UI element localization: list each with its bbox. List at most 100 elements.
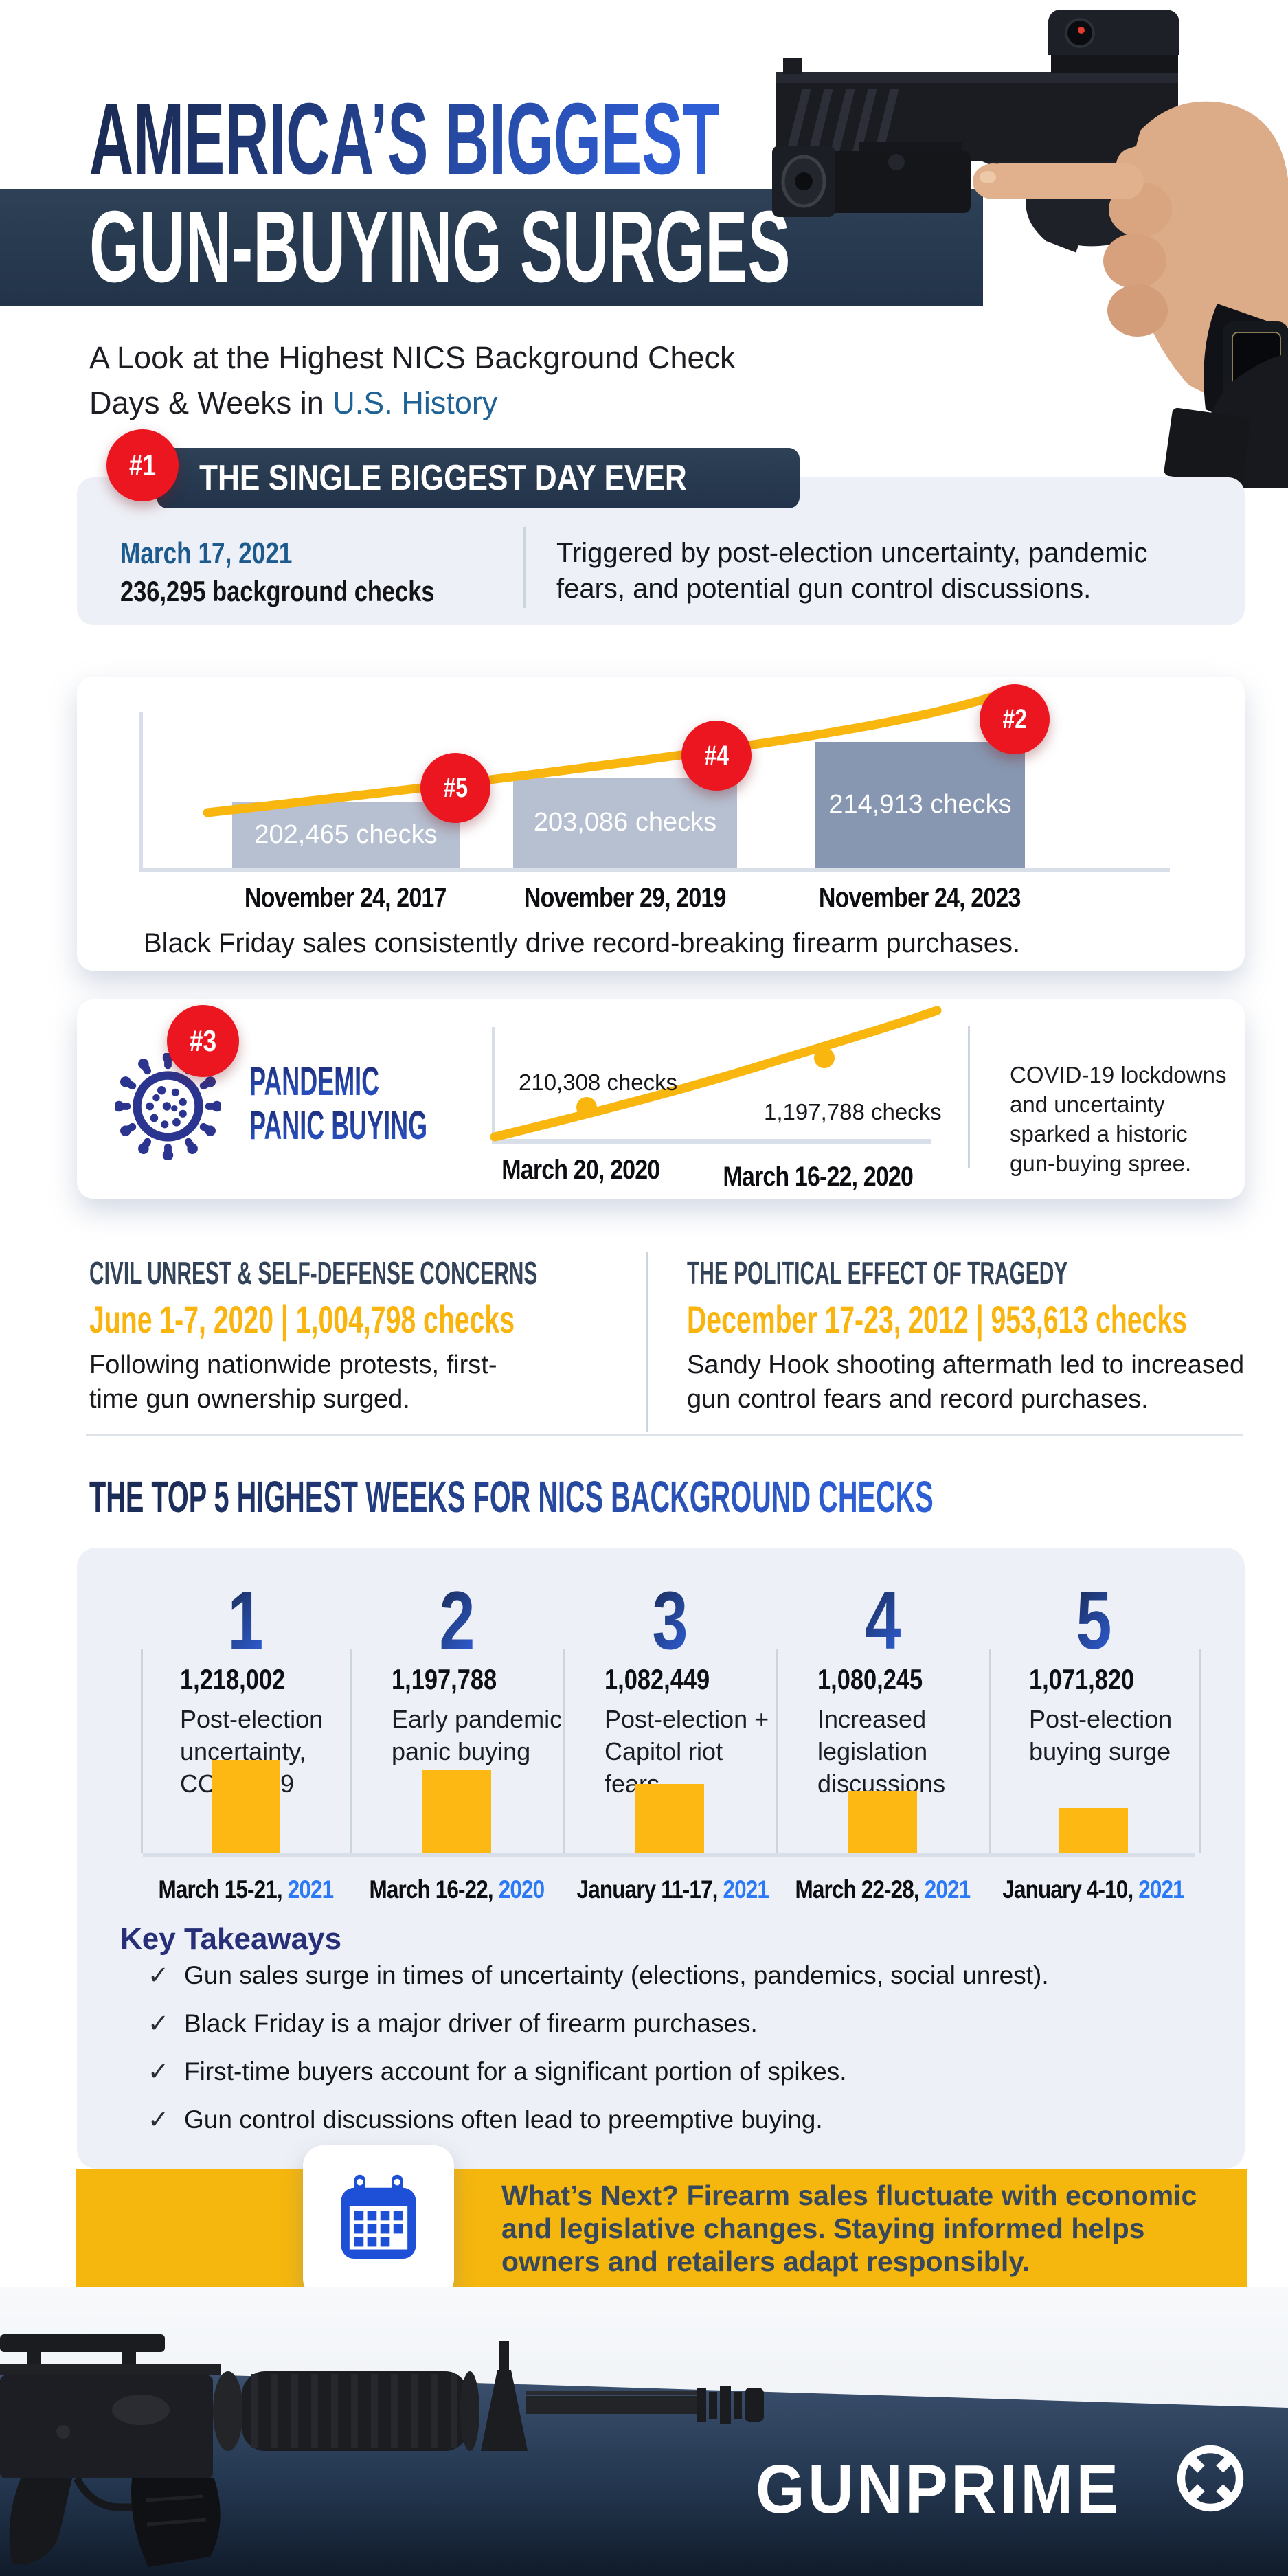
top5-bar-2 bbox=[422, 1770, 491, 1853]
sbd-stat: 236,295 background checks bbox=[120, 575, 435, 607]
pandemic-title-2: PANIC BUYING bbox=[249, 1103, 428, 1148]
bf-date-2019: November 29, 2019 bbox=[524, 883, 726, 913]
bf-trend-line bbox=[203, 692, 995, 817]
tragedy-stat: December 17-23, 2012 | 953,613 checks bbox=[687, 1298, 1187, 1341]
pandemic-point-2-label: 1,197,788 checks bbox=[764, 1099, 942, 1125]
check-icon: ✓ bbox=[148, 2105, 170, 2134]
sbd-header-bar: THE SINGLE BIGGEST DAY EVER bbox=[157, 448, 800, 508]
top5-divider bbox=[776, 1649, 778, 1853]
top5-card: 1 2 3 4 5 1,218,002 Post-election uncert… bbox=[77, 1548, 1245, 2169]
top5-divider bbox=[989, 1649, 991, 1853]
civil-unrest-description: Following nationwide protests, first-tim… bbox=[89, 1351, 497, 1414]
takeaway-item-1: ✓ Gun sales surge in times of uncertainty… bbox=[148, 1961, 1049, 1989]
top5-divider bbox=[1199, 1649, 1201, 1853]
calendar-card bbox=[303, 2145, 454, 2299]
top5-rank-4: 4 bbox=[864, 1574, 901, 1667]
top5-divider bbox=[141, 1649, 143, 1853]
subtitle-line-1: A Look at the Highest NICS Background Ch… bbox=[89, 340, 736, 375]
pistol-photo-illustration bbox=[772, 10, 1288, 488]
bf-y-axis bbox=[139, 712, 143, 868]
calendar-icon bbox=[341, 2174, 416, 2259]
rifle-photo-illustration bbox=[0, 2334, 764, 2567]
top5-bar-5 bbox=[1059, 1808, 1128, 1853]
bf-date-2017: November 24, 2017 bbox=[245, 883, 447, 913]
takeaway-item-2: ✓ Black Friday is a major driver of firea… bbox=[148, 2009, 758, 2037]
bf-bar-2019: 203,086 checks bbox=[513, 778, 737, 868]
rank-badge-5: #5 bbox=[420, 753, 490, 823]
pandemic-point-1-label: 210,308 checks bbox=[519, 1070, 678, 1095]
sbd-description: Triggered by post-election uncertainty, … bbox=[556, 538, 1148, 604]
top5-col-5: 1,071,820 Post-election buying surge bbox=[1029, 1663, 1173, 1765]
whats-next-banner: What’s Next? Firearm sales fluctuate wit… bbox=[76, 2169, 1247, 2287]
title-line-2: GUN-BUYING SURGES bbox=[89, 190, 791, 304]
subtitle-line-2: Days & Weeks in bbox=[89, 385, 333, 420]
sbd-date: March 17, 2021 bbox=[120, 536, 293, 570]
top5-divider bbox=[563, 1649, 565, 1853]
brand-logo: GUNPRIME bbox=[756, 2450, 1153, 2529]
top5-date-1: March 15-21, 2021 bbox=[158, 1875, 335, 1903]
top5-rank-3: 3 bbox=[651, 1574, 688, 1667]
black-friday-card: 202,465 checks 203,086 checks 214,913 ch… bbox=[77, 677, 1245, 971]
civil-unrest-stat: June 1-7, 2020 | 1,004,798 checks bbox=[89, 1298, 515, 1341]
virus-icon bbox=[115, 1053, 221, 1160]
banner-text: What’s Next? Firearm sales fluctuate wit… bbox=[501, 2180, 1197, 2277]
top5-baseline bbox=[143, 1853, 1195, 1857]
sbd-heading: THE SINGLE BIGGEST DAY EVER bbox=[199, 458, 687, 498]
pandemic-description: COVID-19 lockdowns and uncertainty spark… bbox=[1010, 1062, 1227, 1176]
rank-badge-4: #4 bbox=[681, 721, 752, 791]
page-title: AMERICA’S BIGGEST bbox=[89, 88, 1140, 191]
pandemic-title-1: PANDEMIC bbox=[249, 1059, 380, 1104]
bf-bar-2017: 202,465 checks bbox=[232, 802, 460, 868]
check-icon: ✓ bbox=[148, 1961, 170, 1989]
top5-date-3: January 11-17, 2021 bbox=[576, 1875, 769, 1903]
title-line-1: AMERICA’S BIGGEST bbox=[89, 82, 720, 196]
top5-heading-wrap: THE TOP 5 HIGHEST WEEKS FOR NICS BACKGRO… bbox=[89, 1471, 1288, 1522]
bf-bar-2023: 214,913 checks bbox=[815, 742, 1025, 868]
pandemic-date-1: March 20, 2020 bbox=[501, 1155, 660, 1185]
top5-date-4: March 22-28, 2021 bbox=[795, 1875, 971, 1903]
tragedy-stat-wrap: December 17-23, 2012 | 953,613 checks bbox=[687, 1297, 1288, 1342]
key-takeaways-heading: Key Takeaways bbox=[120, 1922, 342, 1956]
top5-heading: THE TOP 5 HIGHEST WEEKS FOR NICS BACKGRO… bbox=[89, 1472, 934, 1522]
pandemic-date-2: March 16-22, 2020 bbox=[723, 1162, 914, 1192]
top5-divider bbox=[350, 1649, 352, 1853]
pandemic-divider bbox=[968, 1026, 970, 1168]
pandemic-title-1-wrap: PANDEMIC bbox=[249, 1059, 459, 1105]
bf-baseline bbox=[139, 868, 1170, 872]
top5-col-4: 1,080,245 Increased legislation discussi… bbox=[817, 1663, 946, 1798]
subtitle: A Look at the Highest NICS Background Ch… bbox=[89, 335, 736, 426]
top5-col-3: 1,082,449 Post-election + Capitol riot f… bbox=[605, 1663, 769, 1798]
pandemic-title-2-wrap: PANIC BUYING bbox=[249, 1103, 536, 1149]
civil-unrest-heading-wrap: CIVIL UNREST & SELF-DEFENSE CONCERNS bbox=[89, 1254, 779, 1291]
sbd-stat-wrap: 236,295 background checks bbox=[120, 575, 504, 608]
tragedy-description: Sandy Hook shooting aftermath led to inc… bbox=[687, 1351, 1245, 1414]
pandemic-y-axis bbox=[492, 1027, 495, 1140]
civil-unrest-stat-wrap: June 1-7, 2020 | 1,004,798 checks bbox=[89, 1297, 697, 1342]
columns-divider bbox=[646, 1252, 648, 1432]
top5-date-2: March 16-22, 2020 bbox=[369, 1875, 545, 1903]
top5-date-5: January 4-10, 2021 bbox=[1002, 1875, 1185, 1903]
sbd-date-wrap: March 17, 2021 bbox=[120, 536, 335, 571]
tragedy-heading: THE POLITICAL EFFECT OF TRAGEDY bbox=[687, 1255, 1068, 1291]
takeaway-item-3: ✓ First-time buyers account for a signifi… bbox=[148, 2057, 847, 2086]
pandemic-card: PANDEMIC PANIC BUYING 210,308 checks 1,1… bbox=[77, 999, 1245, 1199]
civil-unrest-heading: CIVIL UNREST & SELF-DEFENSE CONCERNS bbox=[89, 1255, 538, 1291]
top5-rank-5: 5 bbox=[1075, 1574, 1112, 1667]
scope-reticle-icon bbox=[1177, 2445, 1244, 2512]
check-icon: ✓ bbox=[148, 2009, 170, 2037]
pandemic-line-chart bbox=[490, 1006, 942, 1142]
rank-badge-3: #3 bbox=[167, 1005, 239, 1077]
check-icon: ✓ bbox=[148, 2057, 170, 2086]
pandemic-baseline bbox=[492, 1139, 931, 1144]
top5-bar-1 bbox=[212, 1760, 280, 1853]
brand-name: GUNPRIME bbox=[756, 2451, 1122, 2528]
section-rule bbox=[86, 1434, 1243, 1436]
bf-date-2023: November 24, 2023 bbox=[819, 883, 1021, 913]
top5-bar-3 bbox=[635, 1784, 704, 1853]
footer: GUNPRIME bbox=[0, 2287, 1288, 2576]
top5-col-2: 1,197,788 Early pandemic panic buying bbox=[392, 1663, 563, 1765]
bf-caption: Black Friday sales consistently drive re… bbox=[144, 928, 1021, 958]
top5-rank-1: 1 bbox=[227, 1574, 264, 1667]
top5-bar-4 bbox=[848, 1791, 917, 1853]
